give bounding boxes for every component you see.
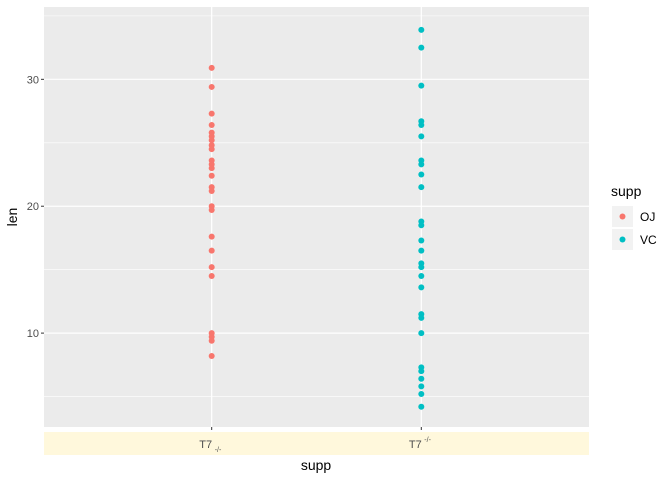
point-oj [208,142,215,149]
legend-label-oj: OJ [640,210,655,224]
x-axis: T7 -/- T7 -/- [199,427,432,454]
plot-panel [44,7,589,427]
point-oj [208,184,215,191]
x-axis-title: supp [301,457,332,473]
point-oj [208,233,215,240]
point-oj [208,352,215,359]
point-oj [208,172,215,179]
point-vc [418,171,425,178]
point-vc [418,133,425,140]
point-oj [208,122,215,129]
point-vc [418,403,425,410]
point-vc [418,82,425,89]
point-vc [418,218,425,225]
point-oj [208,203,215,210]
point-oj [208,129,215,136]
x-tick-sub-label: -/- [424,437,431,444]
point-vc [418,391,425,398]
point-oj [208,110,215,117]
x-tick-label: T7 [409,439,422,451]
point-vc [418,237,425,244]
y-tick-label: 10 [27,328,39,340]
legend-key-point [619,236,626,243]
data-points [208,26,425,410]
point-oj [208,273,215,280]
point-vc [418,118,425,125]
point-oj [208,83,215,90]
legend-label-vc: VC [640,233,657,247]
y-tick-label: 20 [27,201,39,213]
point-vc [418,375,425,382]
y-axis: 10 20 30 [27,74,44,340]
point-oj [208,247,215,254]
point-vc [418,26,425,33]
point-vc [418,330,425,337]
point-vc [418,383,425,390]
x-tick-label: T7 [199,439,212,451]
point-vc [418,184,425,191]
point-vc [418,260,425,267]
legend-key-point [619,213,626,220]
y-axis-title: len [4,208,20,227]
legend-title: supp [611,183,642,199]
point-vc [418,364,425,371]
point-oj [208,264,215,271]
point-oj [208,330,215,337]
point-oj [208,64,215,71]
point-vc [418,284,425,291]
legend: supp OJ VC [611,183,657,250]
point-vc [418,157,425,164]
point-oj [208,157,215,164]
y-tick-label: 30 [27,74,39,86]
point-vc [418,44,425,51]
point-vc [418,311,425,318]
point-vc [418,247,425,254]
x-tick-sub-label: -/- [215,447,222,454]
point-vc [418,273,425,280]
grid-lines [44,7,589,427]
x-axis-highlight [44,432,589,455]
